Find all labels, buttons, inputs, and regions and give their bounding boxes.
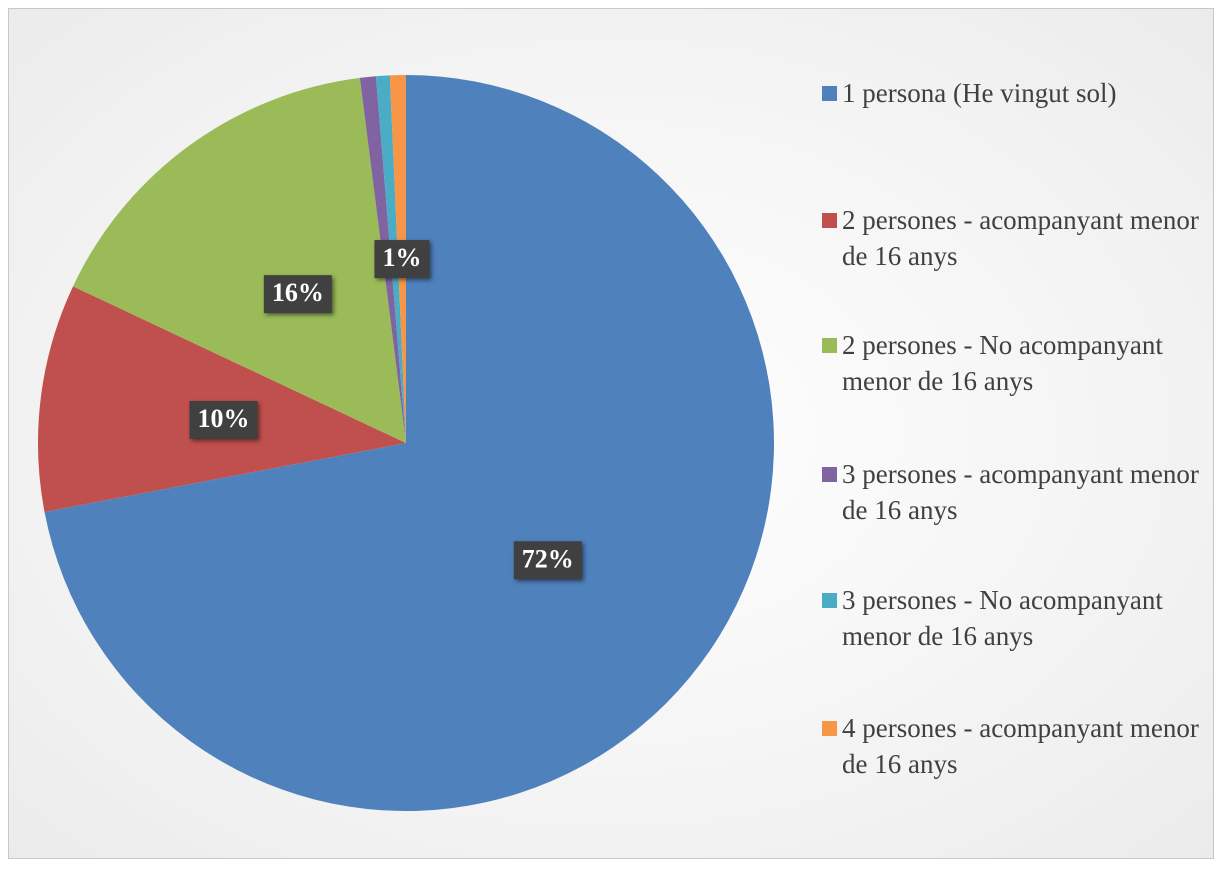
pie-slice <box>44 75 774 811</box>
legend-item: 3 persones - acompanyant menor de 16 any… <box>822 456 1202 528</box>
legend-swatch <box>822 467 837 482</box>
legend-label: 4 persones - acompanyant menor de 16 any… <box>842 713 1199 779</box>
data-label-text: 72% <box>522 544 574 573</box>
legend-item: 3 persones - No acompanyant menor de 16 … <box>822 582 1202 654</box>
legend-label: 1 persona (He vingut sol) <box>842 78 1117 108</box>
pie-slice <box>38 286 406 512</box>
data-label-text: 16% <box>272 278 324 307</box>
data-label: 1% <box>374 240 430 279</box>
data-label-box <box>189 400 258 439</box>
legend-item: 4 persones - acompanyant menor de 16 any… <box>822 710 1202 782</box>
legend-label: 3 persones - No acompanyant menor de 16 … <box>842 585 1163 651</box>
legend-label: 2 persones - acompanyant menor de 16 any… <box>842 205 1199 271</box>
data-label-text: 1% <box>382 243 421 272</box>
data-label-box <box>513 541 582 580</box>
legend-label: 3 persones - acompanyant menor de 16 any… <box>842 459 1199 525</box>
data-label: 72% <box>513 541 582 580</box>
legend-swatch <box>822 721 837 736</box>
data-label: 10% <box>189 400 258 439</box>
legend-label: 2 persones - No acompanyant menor de 16 … <box>842 330 1163 396</box>
data-label-box <box>263 275 332 314</box>
legend-swatch <box>822 86 837 101</box>
pie-slice <box>73 77 406 443</box>
legend-item: 2 persones - No acompanyant menor de 16 … <box>822 327 1202 399</box>
data-label-box <box>374 240 430 279</box>
data-label: 16% <box>263 275 332 314</box>
data-label-text: 10% <box>197 404 249 433</box>
legend-swatch <box>822 338 837 353</box>
legend-swatch <box>822 213 837 228</box>
legend-item: 1 persona (He vingut sol) <box>822 75 1202 111</box>
legend-swatch <box>822 593 837 608</box>
legend-item: 2 persones - acompanyant menor de 16 any… <box>822 202 1202 274</box>
